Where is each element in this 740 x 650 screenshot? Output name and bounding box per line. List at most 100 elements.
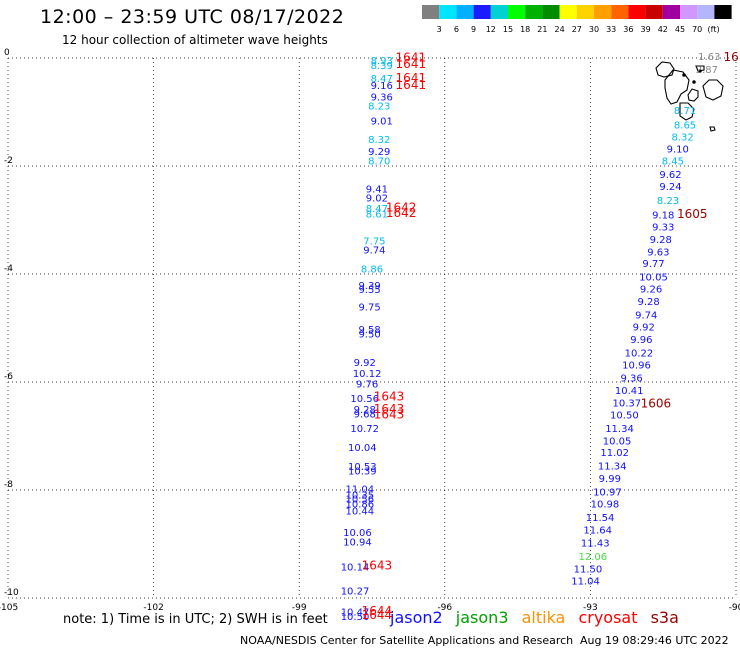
- wave-height-label: 9.62: [659, 170, 681, 181]
- island-outline: [679, 102, 695, 121]
- color-swatch: [594, 5, 612, 19]
- color-scale-label: 12: [486, 25, 496, 34]
- wave-height-label: 9.74: [363, 246, 385, 257]
- wave-height-label: 11.02: [600, 448, 629, 459]
- wave-height-label: 8.39: [371, 61, 393, 72]
- color-scale-label: 21: [537, 25, 547, 34]
- wave-height-label: 9.55: [358, 285, 380, 296]
- wave-height-label: 11.50: [574, 564, 603, 575]
- x-tick-label: -96: [437, 603, 452, 613]
- wave-height-label: 10.39: [348, 467, 377, 478]
- color-scale-label: 9: [471, 25, 476, 34]
- wave-height-label: 9.76: [356, 380, 378, 391]
- wave-height-label: 9.24: [659, 182, 681, 193]
- wave-height-label: 8.47: [371, 74, 393, 85]
- generated-timestamp: Aug 19 08:29:46 UTC 2022: [580, 634, 729, 647]
- wave-height-label: 10.06: [343, 528, 372, 539]
- wave-height-label: 8.32: [368, 135, 390, 146]
- color-swatch: [576, 5, 594, 19]
- color-swatch: [697, 5, 715, 19]
- wave-height-label: 10.41: [615, 386, 644, 397]
- wave-height-label: 9.18: [652, 211, 674, 222]
- y-tick-label: -4: [4, 264, 13, 274]
- wave-height-label: 9.41: [366, 185, 388, 196]
- islet-dot: [698, 69, 702, 73]
- color-scale-label: 33: [606, 25, 616, 34]
- wave-height-label: 10.44: [346, 507, 375, 518]
- island-outline: [709, 126, 716, 132]
- island-outline: [664, 69, 690, 105]
- x-tick-label: -90: [729, 603, 740, 613]
- color-swatch: [662, 5, 680, 19]
- color-scale-label: 70: [692, 25, 702, 34]
- wave-height-label: 10.56: [346, 495, 375, 506]
- pass-time-label: 1641: [396, 50, 427, 64]
- wave-height-label: 8.71: [674, 106, 696, 117]
- wave-height-label: 8.45: [662, 157, 684, 168]
- wave-height-label: 10.35: [346, 490, 375, 501]
- island-outline: [695, 65, 705, 72]
- color-swatch: [714, 5, 732, 19]
- x-tick-label: -93: [583, 603, 598, 613]
- color-swatch: [508, 5, 526, 19]
- legend-cryosat: cryosat: [578, 608, 638, 627]
- legend-altika: altika: [521, 608, 566, 627]
- wave-height-label: 10.96: [622, 361, 651, 372]
- wave-height-label: 11.34: [605, 424, 634, 435]
- wave-height-label: 9.28: [354, 405, 376, 416]
- wave-height-label: 9.92: [633, 322, 655, 333]
- wave-height-label: 9.68: [354, 409, 376, 420]
- y-tick-label: -8: [4, 480, 13, 490]
- wave-height-label: 12.06: [579, 552, 608, 563]
- pass-time-label: 1643: [374, 407, 405, 421]
- wave-height-label: 7.75: [363, 237, 385, 248]
- wave-height-label: 10.86: [346, 500, 375, 511]
- pass-time-label: 16: [724, 50, 739, 64]
- color-swatch: [439, 5, 457, 19]
- footer-note: note: 1) Time is in UTC; 2) SWH is in fe…: [63, 612, 328, 627]
- color-swatch: [542, 5, 560, 19]
- wave-height-label: 10.53: [348, 462, 377, 473]
- wave-height-label: 11.34: [598, 462, 627, 473]
- color-scale-label: 24: [555, 25, 565, 34]
- x-tick-label: -102: [143, 603, 163, 613]
- pass-time-label: 1643: [362, 559, 393, 573]
- wave-height-label: 9.28: [638, 297, 660, 308]
- wave-height-label: 8.86: [361, 265, 383, 276]
- wave-height-label: 10.98: [591, 500, 620, 511]
- color-scale-unit: (ft): [708, 25, 720, 34]
- wave-height-label: 9.39: [358, 281, 380, 292]
- x-tick-label: -99: [292, 603, 307, 613]
- legend-jason2: jason2: [390, 608, 443, 627]
- wave-height-label: 8.47: [366, 204, 388, 215]
- wave-height-label: 10.50: [610, 410, 639, 421]
- wave-height-label: 11.04: [571, 577, 600, 588]
- wave-height-label: 11.54: [586, 513, 615, 524]
- wave-height-label: 10.05: [603, 436, 632, 447]
- wave-height-label: 9.77: [642, 259, 664, 270]
- grid: [7, 57, 737, 599]
- y-tick-label: -10: [4, 588, 19, 598]
- legend-jason3: jason3: [455, 608, 509, 627]
- wave-height-label: 9.01: [371, 117, 393, 128]
- islet-dot: [692, 80, 696, 84]
- wave-height-label: 11.43: [581, 538, 610, 549]
- wave-height-label: 8.23: [657, 196, 679, 207]
- color-swatch: [680, 5, 698, 19]
- wave-height-label: 11.04: [346, 484, 375, 495]
- wave-height-label: 9.58: [358, 325, 380, 336]
- wave-height-label: 8.61: [366, 210, 388, 221]
- wave-height-label: 9.36: [371, 92, 393, 103]
- color-scale-label: 42: [658, 25, 668, 34]
- color-swatch: [645, 5, 663, 19]
- wave-height-label: 10.05: [639, 273, 668, 284]
- wave-height-label: 9.33: [652, 222, 674, 233]
- wave-height-label: 9.29: [368, 147, 390, 158]
- color-scale-label: 27: [572, 25, 582, 34]
- wave-height-label: 1.63: [698, 52, 720, 63]
- wave-height-label: 9.92: [354, 358, 376, 369]
- pass-time-label: 1643: [374, 390, 405, 404]
- color-scale-label: 45: [675, 25, 685, 34]
- wave-height-label: 10.56: [350, 394, 379, 405]
